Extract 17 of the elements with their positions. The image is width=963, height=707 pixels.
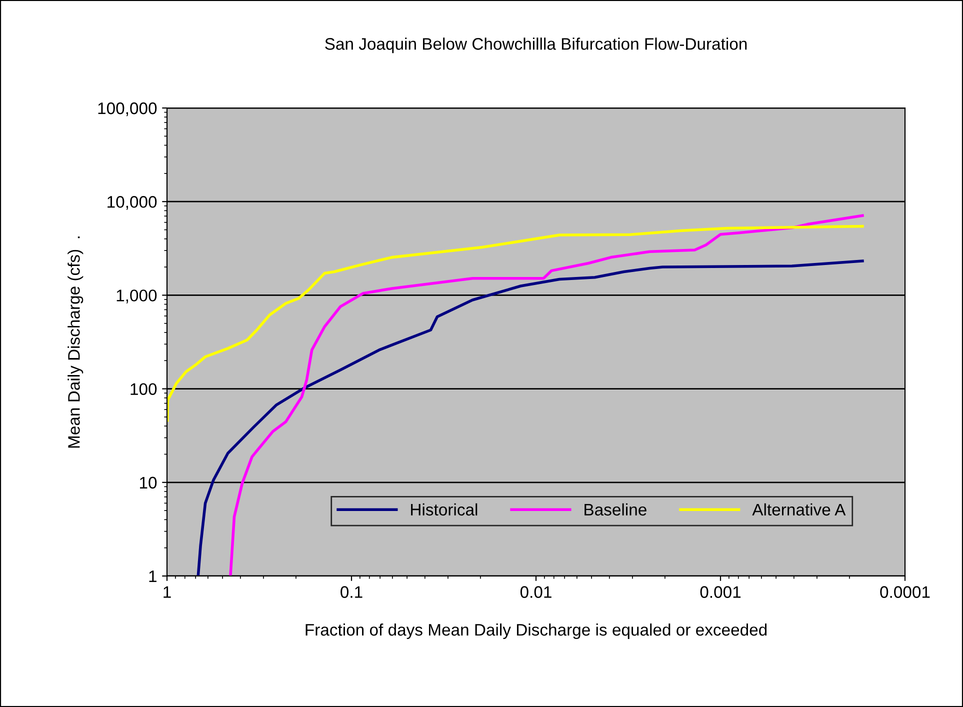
legend-label: Baseline [584,503,646,516]
x-tick-label: 0.01 [520,586,552,598]
x-tick-label: 0.0001 [880,586,930,598]
legend-label: Historical [411,503,478,516]
legend-label: Alternative A [752,503,846,516]
x-axis-title: Fraction of days Mean Daily Discharge is equaled or exceeded [306,623,767,640]
x-tick-label: 1 [164,586,171,598]
x-tick-label: 0.001 [700,586,741,598]
y-tick-label: 1 [149,570,156,582]
y-tick-label: 100 [130,383,157,396]
y-tick-label: 1,000 [116,290,157,304]
chart-title: San Joaquin Below Chowchillla Bifurcation Flow-Duration [325,38,747,54]
x-tick-label: 0.1 [340,586,362,598]
y-tick-label: 10,000 [108,196,157,210]
y-tick-label: 100,000 [98,102,157,116]
y-tick-label: 10 [140,476,157,489]
y-axis-title: Mean Daily Discharge (cfs) . [68,236,84,448]
